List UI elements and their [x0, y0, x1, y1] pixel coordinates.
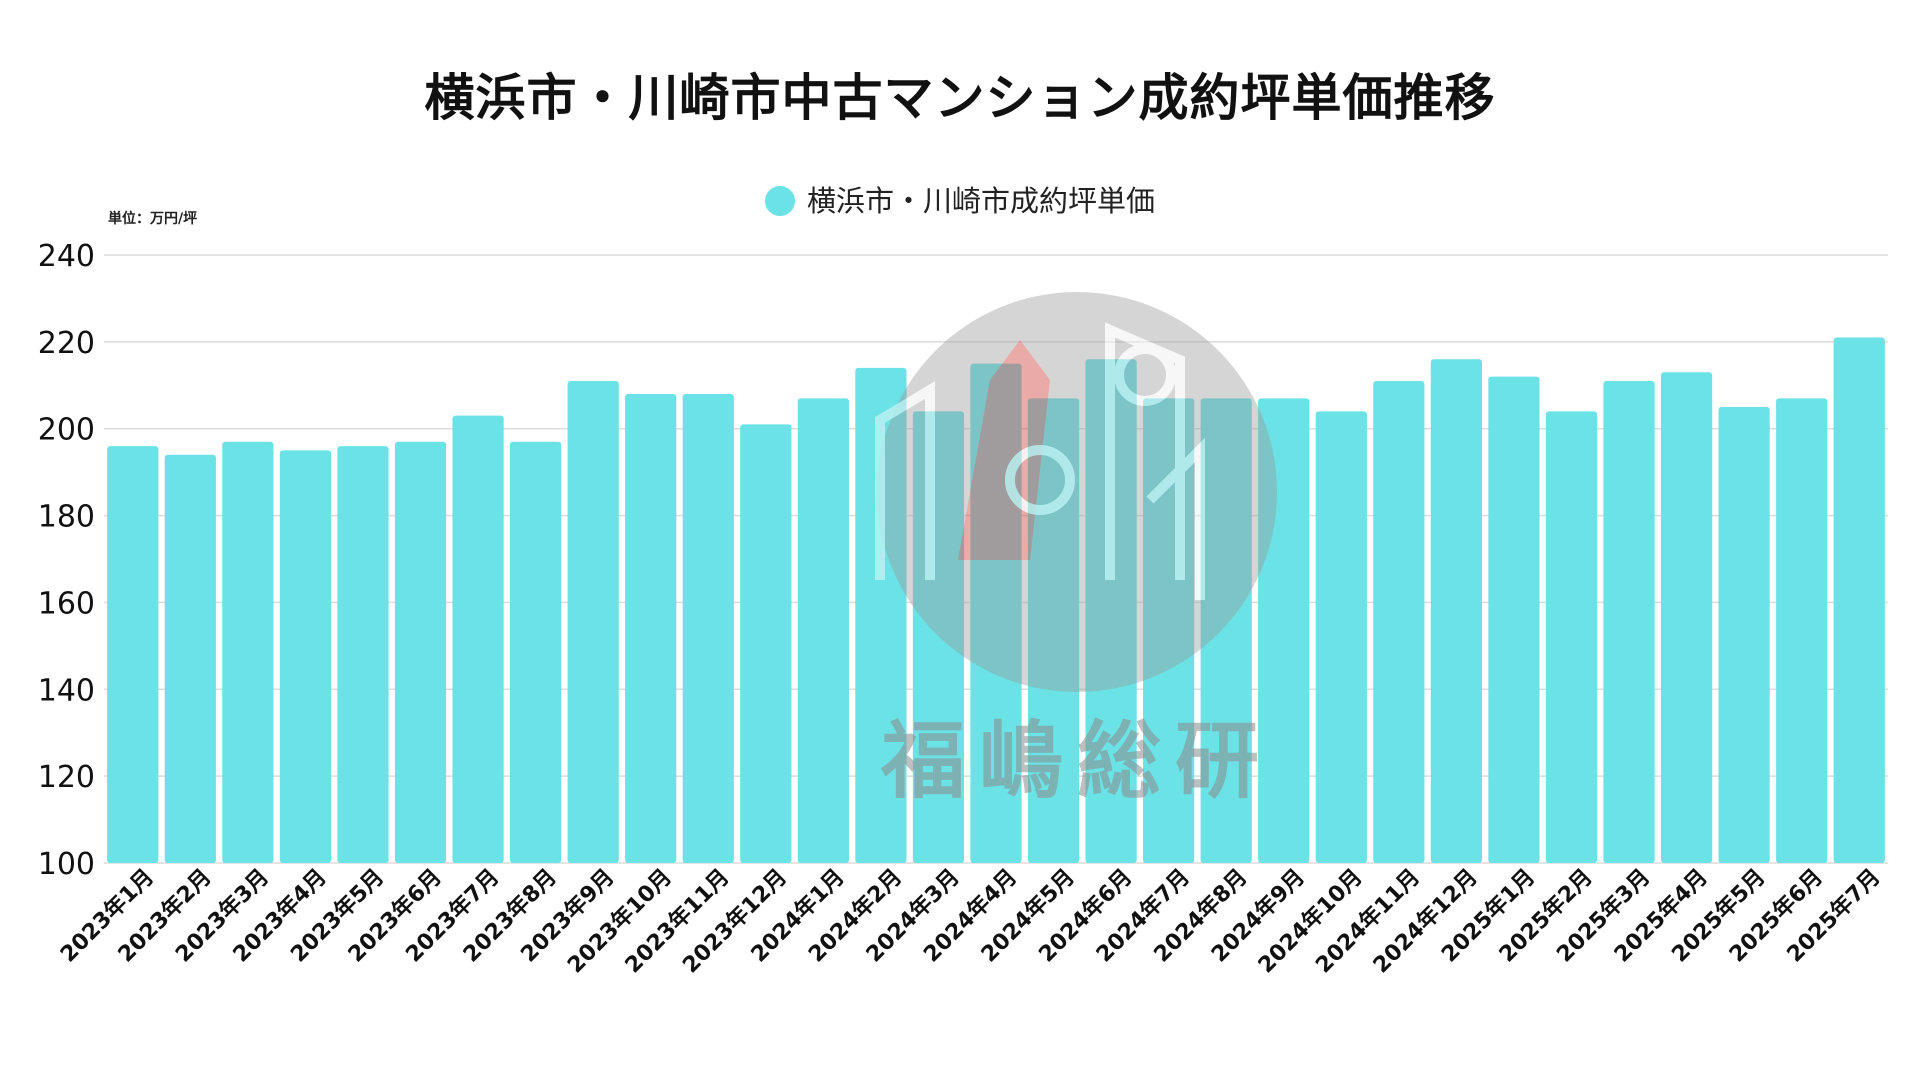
y-axis-ticks: 100 120 140 160 180 200 220 240	[38, 239, 95, 882]
bar	[740, 424, 792, 863]
bar	[855, 367, 907, 863]
bar	[1315, 411, 1367, 863]
legend-label: 横浜市・川崎市成約坪単価	[806, 184, 1155, 218]
bar	[1488, 376, 1540, 863]
watermark-text: 福嶋総研	[880, 712, 1273, 810]
bar	[970, 363, 1022, 863]
y-tick-label: 100	[38, 847, 95, 882]
bar	[337, 446, 389, 863]
bar	[797, 398, 849, 863]
y-tick-label: 180	[38, 500, 95, 535]
bar	[1085, 359, 1137, 863]
bar	[682, 393, 734, 863]
bar	[279, 450, 332, 863]
bar	[394, 441, 447, 863]
legend-swatch	[764, 186, 795, 216]
y-tick-label: 240	[38, 239, 95, 274]
bar	[625, 393, 677, 863]
bar	[510, 441, 562, 863]
bar	[567, 380, 619, 863]
bar	[1258, 398, 1310, 863]
bar	[452, 415, 504, 863]
x-axis-ticks: 2023年1月2023年2月2023年3月2023年4月2023年5月2023年…	[55, 864, 1885, 978]
bar	[1545, 411, 1598, 863]
unit-label: 単位：万円/坪	[108, 211, 198, 227]
y-tick-label: 220	[38, 326, 95, 361]
bar	[222, 441, 274, 863]
bar	[164, 454, 216, 863]
y-tick-label: 200	[38, 413, 95, 448]
bar	[1200, 398, 1252, 863]
bar	[1430, 359, 1482, 863]
bars	[107, 337, 1885, 863]
y-tick-label: 120	[38, 760, 95, 795]
bar	[1776, 398, 1828, 863]
bar	[1143, 398, 1195, 863]
bar	[912, 411, 965, 863]
y-tick-label: 160	[38, 586, 95, 621]
bar	[1718, 407, 1770, 863]
y-tick-label: 140	[38, 673, 95, 708]
bar	[107, 446, 159, 863]
watermark: 福嶋総研	[875, 292, 1277, 810]
chart-title: 横浜市・川崎市中古マンション成約坪単価推移	[424, 69, 1496, 127]
watermark-circle	[877, 292, 1277, 692]
bar	[1660, 372, 1713, 863]
building-gear-logo-icon	[875, 322, 1205, 600]
bar	[1373, 380, 1425, 863]
legend: 横浜市・川崎市成約坪単価	[0, 178, 1920, 220]
bar	[1833, 337, 1885, 863]
bar	[1603, 380, 1655, 863]
watermark-accent-shape	[958, 340, 1050, 560]
bar	[1027, 398, 1080, 863]
